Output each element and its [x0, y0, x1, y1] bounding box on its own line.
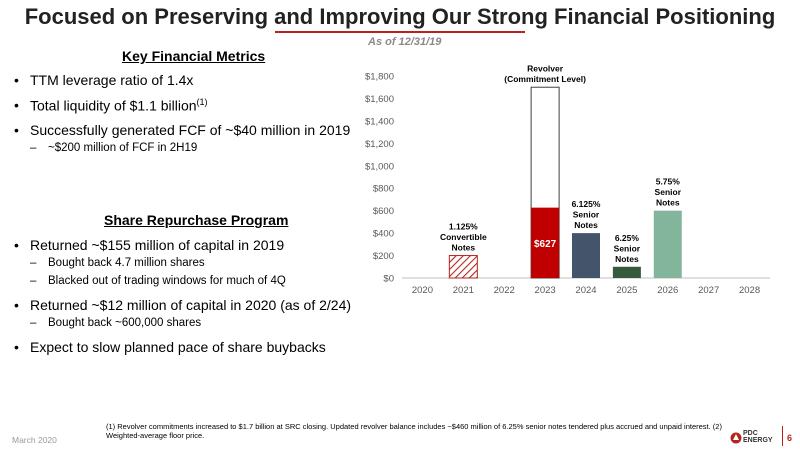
x-tick-label: 2025: [616, 285, 637, 296]
x-tick-label: 2021: [453, 285, 474, 296]
key-metrics-heading: Key Financial Metrics: [122, 48, 266, 64]
y-tick-label: $200: [373, 251, 394, 262]
x-tick-label: 2022: [494, 285, 515, 296]
bar-2024: [572, 233, 600, 278]
footer-date: March 2020: [12, 435, 57, 445]
logo-wordmark: PDC ENERGY: [743, 430, 773, 444]
x-tick-label: 2024: [575, 285, 596, 296]
x-tick-label: 2023: [535, 285, 556, 296]
debt-maturity-chart: $0 $200 $400 $600 $800 $1,000 $1,200 $1,400 $1,6…: [365, 64, 770, 296]
page-number: 6: [787, 433, 793, 443]
as-of-label: As of 12/31/19: [368, 36, 442, 48]
y-tick-label: $1,200: [365, 139, 394, 150]
bar-annotation: 6.25% Senior Notes: [614, 233, 641, 264]
y-axis: $0 $200 $400 $600 $800 $1,000 $1,200 $1,400 $1,6…: [365, 72, 394, 285]
y-tick-label: $1,400: [365, 116, 394, 127]
bars: Revolver (Commitment Level) 1.125% Converti…: [440, 64, 682, 279]
footer-divider: [782, 426, 783, 446]
metric-fcf-sub: ~$200 million of FCF in 2H19: [14, 142, 354, 154]
bar-2021: [448, 255, 478, 279]
footnote: (1) Revolver commitments increased to $1…: [106, 422, 722, 440]
y-tick-label: $1,600: [365, 94, 394, 105]
pdc-energy-logo: [730, 432, 742, 444]
bar-2026: [653, 210, 682, 278]
y-tick-label: $400: [373, 229, 394, 240]
repurchase-2019: Returned ~$155 million of capital in 201…: [14, 237, 354, 257]
y-tick-label: $0: [383, 274, 394, 285]
repurchase-2020-sub1: Bought back ~600,000 shares: [14, 317, 354, 339]
title-underline: [275, 31, 525, 33]
y-tick-label: $1,800: [365, 72, 394, 83]
key-metrics-list: TTM leverage ratio of 1.4x Total liquidi…: [14, 72, 354, 154]
x-tick-label: 2028: [739, 285, 760, 296]
metric-leverage: TTM leverage ratio of 1.4x: [14, 72, 354, 97]
metric-liquidity: Total liquidity of $1.1 billion(1): [14, 97, 354, 122]
bar-annotation: 1.125% Convertible Notes: [440, 222, 487, 253]
bar-2023: [531, 207, 560, 278]
bar-annotation: Revolver (Commitment Level): [504, 64, 586, 85]
repurchase-2019-sub1: Bought back 4.7 million shares: [14, 257, 354, 275]
repurchase-outlook: Expect to slow planned pace of share buy…: [14, 339, 354, 355]
share-repurchase-list: Returned ~$155 million of capital in 201…: [14, 237, 354, 355]
repurchase-2020: Returned ~$12 million of capital in 2020…: [14, 297, 354, 317]
x-axis: 2020 2021 2022 2023 2024 2025 2026 2027 2028: [402, 277, 770, 296]
y-tick-label: $1,000: [365, 161, 394, 172]
bar-2025: [612, 266, 641, 278]
metric-fcf: Successfully generated FCF of ~$40 milli…: [14, 122, 354, 142]
bar-annotation: 6.125% Senior Notes: [572, 199, 601, 230]
share-repurchase-heading: Share Repurchase Program: [104, 212, 289, 228]
bar-value-label: $627: [534, 239, 557, 250]
repurchase-2019-sub2: Blacked out of trading windows for much …: [14, 275, 354, 297]
x-tick-label: 2026: [657, 285, 678, 296]
y-tick-label: $800: [373, 184, 394, 195]
x-tick-label: 2027: [698, 285, 719, 296]
footnote-ref: (1): [196, 97, 208, 107]
x-tick-label: 2020: [412, 285, 433, 296]
bar-annotation: 5.75% Senior Notes: [655, 177, 682, 208]
y-tick-label: $600: [373, 206, 394, 217]
page-title: Focused on Preserving and Improving Our …: [24, 4, 776, 29]
